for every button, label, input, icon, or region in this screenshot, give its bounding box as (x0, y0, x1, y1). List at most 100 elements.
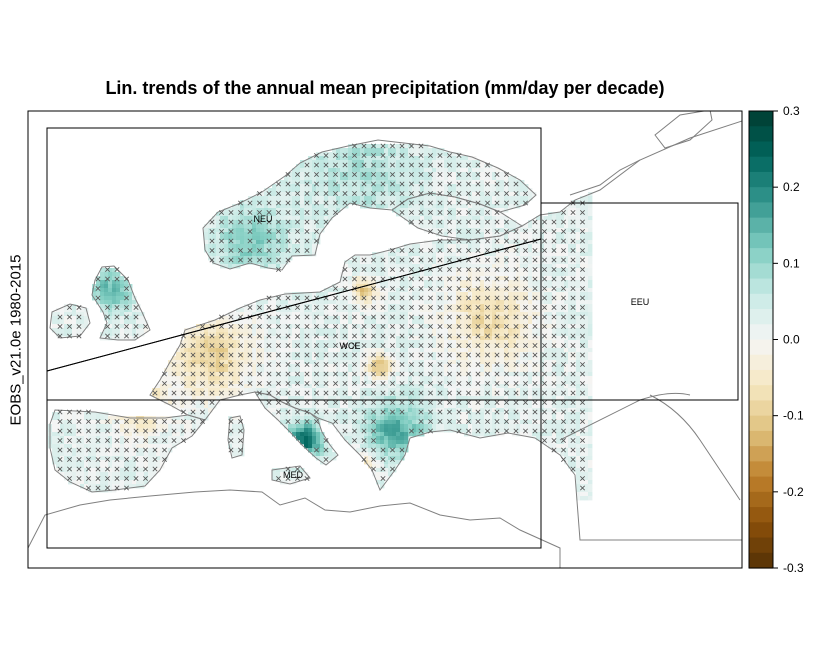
trend-cell (356, 284, 361, 289)
trend-cell (456, 216, 461, 221)
trend-cell (508, 320, 513, 325)
trend-cell (324, 200, 329, 205)
trend-cell (288, 192, 293, 197)
trend-cell (416, 176, 421, 181)
trend-cell (484, 336, 489, 341)
trend-cell (440, 292, 445, 297)
trend-cell (308, 192, 313, 197)
trend-cell (540, 344, 545, 349)
trend-cell (416, 280, 421, 285)
trend-cell (564, 276, 569, 281)
trend-cell (480, 220, 485, 225)
trend-cell (548, 228, 553, 233)
trend-cell (392, 372, 397, 377)
trend-cell (548, 308, 553, 313)
trend-cell (296, 336, 301, 341)
trend-cell (440, 320, 445, 325)
trend-cell (444, 180, 449, 185)
trend-cell (260, 324, 265, 329)
trend-cell (424, 256, 429, 261)
trend-cell (292, 224, 297, 229)
trend-cell (316, 308, 321, 313)
trend-cell (412, 308, 417, 313)
trend-cell (464, 208, 469, 213)
trend-cell (408, 144, 413, 149)
trend-cell (340, 188, 345, 193)
trend-cell (76, 328, 81, 333)
trend-cell (268, 236, 273, 241)
trend-cell (252, 224, 257, 229)
trend-cell (308, 184, 313, 189)
trend-cell (564, 320, 569, 325)
trend-cell (380, 156, 385, 161)
trend-cell (232, 224, 237, 229)
trend-cell (528, 336, 533, 341)
trend-cell (276, 228, 281, 233)
trend-cell (572, 284, 577, 289)
trend-cell (384, 368, 389, 373)
trend-cell (388, 260, 393, 265)
trend-cell (492, 268, 497, 273)
trend-cell (268, 300, 273, 305)
trend-cell (576, 232, 581, 237)
trend-cell (380, 328, 385, 333)
trend-cell (228, 256, 233, 261)
trend-cell (496, 320, 501, 325)
trend-cell (360, 288, 365, 293)
trend-cell (348, 260, 353, 265)
trend-cell (532, 280, 537, 285)
trend-cell (584, 264, 589, 269)
trend-cell (312, 224, 317, 229)
trend-cell (52, 316, 57, 321)
trend-cell (308, 208, 313, 213)
trend-cell (492, 256, 497, 261)
trend-cell (316, 324, 321, 329)
trend-cell (384, 304, 389, 309)
trend-cell (464, 228, 469, 233)
trend-cell (588, 244, 593, 249)
trend-cell (500, 276, 505, 281)
trend-cell (244, 308, 249, 313)
trend-cell (436, 324, 441, 329)
trend-cell (404, 324, 409, 329)
trend-cell (280, 296, 285, 301)
trend-cell (420, 144, 425, 149)
trend-cell (368, 372, 373, 377)
trend-cell (456, 312, 461, 317)
trend-cell (404, 368, 409, 373)
trend-cell (464, 308, 469, 313)
trend-cell (252, 360, 257, 365)
trend-cell (456, 348, 461, 353)
trend-cell (400, 300, 405, 305)
trend-cell (96, 300, 101, 305)
trend-cell (284, 232, 289, 237)
trend-cell (280, 224, 285, 229)
trend-cell (260, 388, 265, 393)
trend-cell (420, 184, 425, 189)
trend-cell (560, 368, 565, 373)
trend-cell (384, 376, 389, 381)
trend-cell (476, 256, 481, 261)
trend-cell (460, 204, 465, 209)
trend-cell (200, 348, 205, 353)
trend-cell (220, 216, 225, 221)
trend-cell (432, 376, 437, 381)
trend-cell (320, 156, 325, 161)
trend-cell (276, 252, 281, 257)
trend-cell (492, 364, 497, 369)
trend-cell (260, 352, 265, 357)
trend-cell (372, 204, 377, 209)
trend-cell (480, 360, 485, 365)
trend-cell (360, 352, 365, 357)
trend-cell (396, 364, 401, 369)
trend-cell (320, 204, 325, 209)
trend-cell (264, 248, 269, 253)
trend-cell (188, 352, 193, 357)
trend-cell (388, 296, 393, 301)
trend-cell (556, 268, 561, 273)
trend-cell (292, 348, 297, 353)
trend-cell (412, 380, 417, 385)
trend-cell (448, 308, 453, 313)
trend-cell (552, 340, 557, 345)
trend-cell (472, 268, 477, 273)
